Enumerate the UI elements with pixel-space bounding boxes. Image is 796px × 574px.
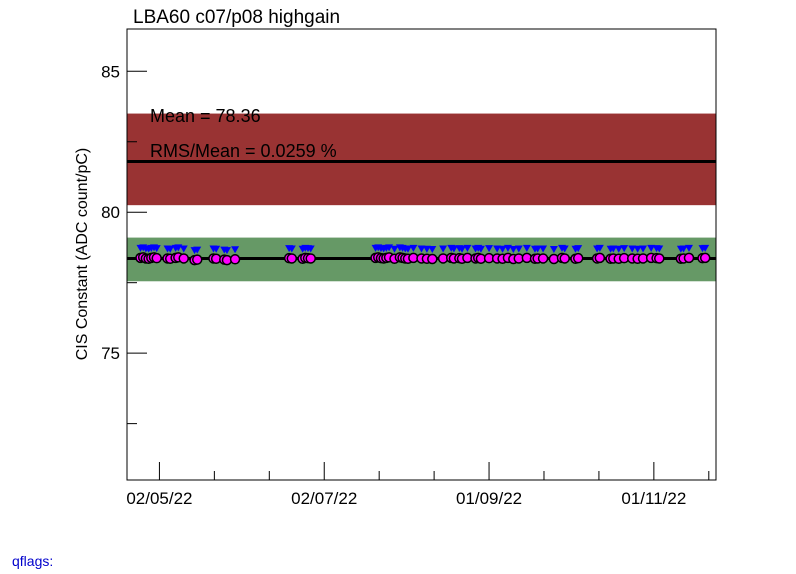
data-point-flag	[449, 245, 458, 253]
data-point-flag	[287, 245, 296, 253]
data-point	[683, 252, 695, 264]
data-point-flag	[614, 245, 623, 253]
data-point	[191, 254, 203, 265]
data-point-flag	[533, 245, 542, 253]
x-tick-label: 02/07/22	[291, 489, 357, 508]
data-point-flag	[620, 245, 629, 253]
data-point	[594, 252, 606, 264]
data-point-flag	[639, 245, 648, 253]
data-point	[559, 253, 570, 264]
data-point-flag	[574, 245, 583, 253]
data-point-flag	[152, 245, 161, 253]
data-point-flag	[609, 245, 618, 253]
data-point-flag	[417, 245, 426, 253]
data-point-flag	[655, 245, 664, 253]
data-point	[572, 252, 584, 264]
data-point-flag	[166, 245, 175, 253]
data-point-flag	[701, 244, 710, 252]
y-tick-label: 75	[101, 344, 120, 363]
axes-layer: 75 80 85 02/05/22 02/07/22 01/09/22 01/11/22	[101, 62, 710, 508]
data-point-flag	[439, 245, 448, 253]
data-point-flag	[522, 244, 531, 252]
markers-layer	[135, 244, 711, 266]
data-point-flag	[633, 245, 642, 253]
data-point-flag	[428, 246, 437, 254]
data-point-flag	[409, 244, 418, 252]
qflags-label: qflags:	[12, 553, 54, 569]
rms-annotation: RMS/Mean = 0.0259 %	[150, 141, 337, 161]
data-point-flag	[647, 244, 656, 252]
data-point-flag	[463, 244, 472, 252]
data-point-flag	[390, 245, 399, 253]
data-point-flag	[222, 247, 231, 255]
data-point-flag	[179, 245, 188, 253]
data-point-flag	[476, 245, 485, 253]
data-point-flag	[509, 246, 518, 254]
data-point-flag	[560, 245, 569, 253]
data-point-flag	[628, 245, 637, 253]
plot-frame	[126, 28, 717, 481]
mean-annotation: Mean = 78.36	[150, 106, 261, 126]
data-point-flag	[539, 245, 548, 253]
data-point-flag	[679, 245, 688, 253]
data-point	[537, 253, 549, 264]
data-point-flag	[422, 245, 431, 253]
data-point	[151, 252, 162, 264]
data-point	[229, 254, 241, 265]
data-point	[699, 252, 711, 264]
data-point-flag	[595, 244, 604, 252]
x-tick-label: 01/11/22	[621, 489, 686, 508]
data-point	[286, 253, 298, 264]
data-point	[178, 253, 189, 264]
data-point	[305, 253, 316, 264]
data-point-flag	[549, 246, 558, 254]
data-point	[427, 253, 438, 265]
data-point-flag	[212, 245, 221, 253]
data-point-flag	[498, 245, 507, 253]
data-point-flag	[485, 245, 494, 253]
data-point	[654, 253, 665, 264]
y-tick-label: 80	[101, 203, 120, 222]
data-point-flag	[306, 245, 315, 253]
chart-title: LBA60 c07/p08 highgain	[133, 7, 340, 28]
data-point-flag	[493, 245, 502, 253]
data-point-flag	[231, 246, 240, 254]
x-tick-label: 01/09/22	[456, 489, 522, 508]
data-point-flag	[193, 246, 202, 254]
x-tick-label: 02/05/22	[126, 489, 192, 508]
y-axis-label: CIS Constant (ADC count/pC)	[74, 148, 91, 361]
y-tick-label: 85	[101, 62, 120, 81]
data-point-flag	[684, 244, 693, 252]
red-band	[127, 113, 716, 206]
data-point-flag	[458, 245, 467, 253]
data-point-flag	[403, 245, 412, 253]
data-point-flag	[514, 245, 523, 253]
